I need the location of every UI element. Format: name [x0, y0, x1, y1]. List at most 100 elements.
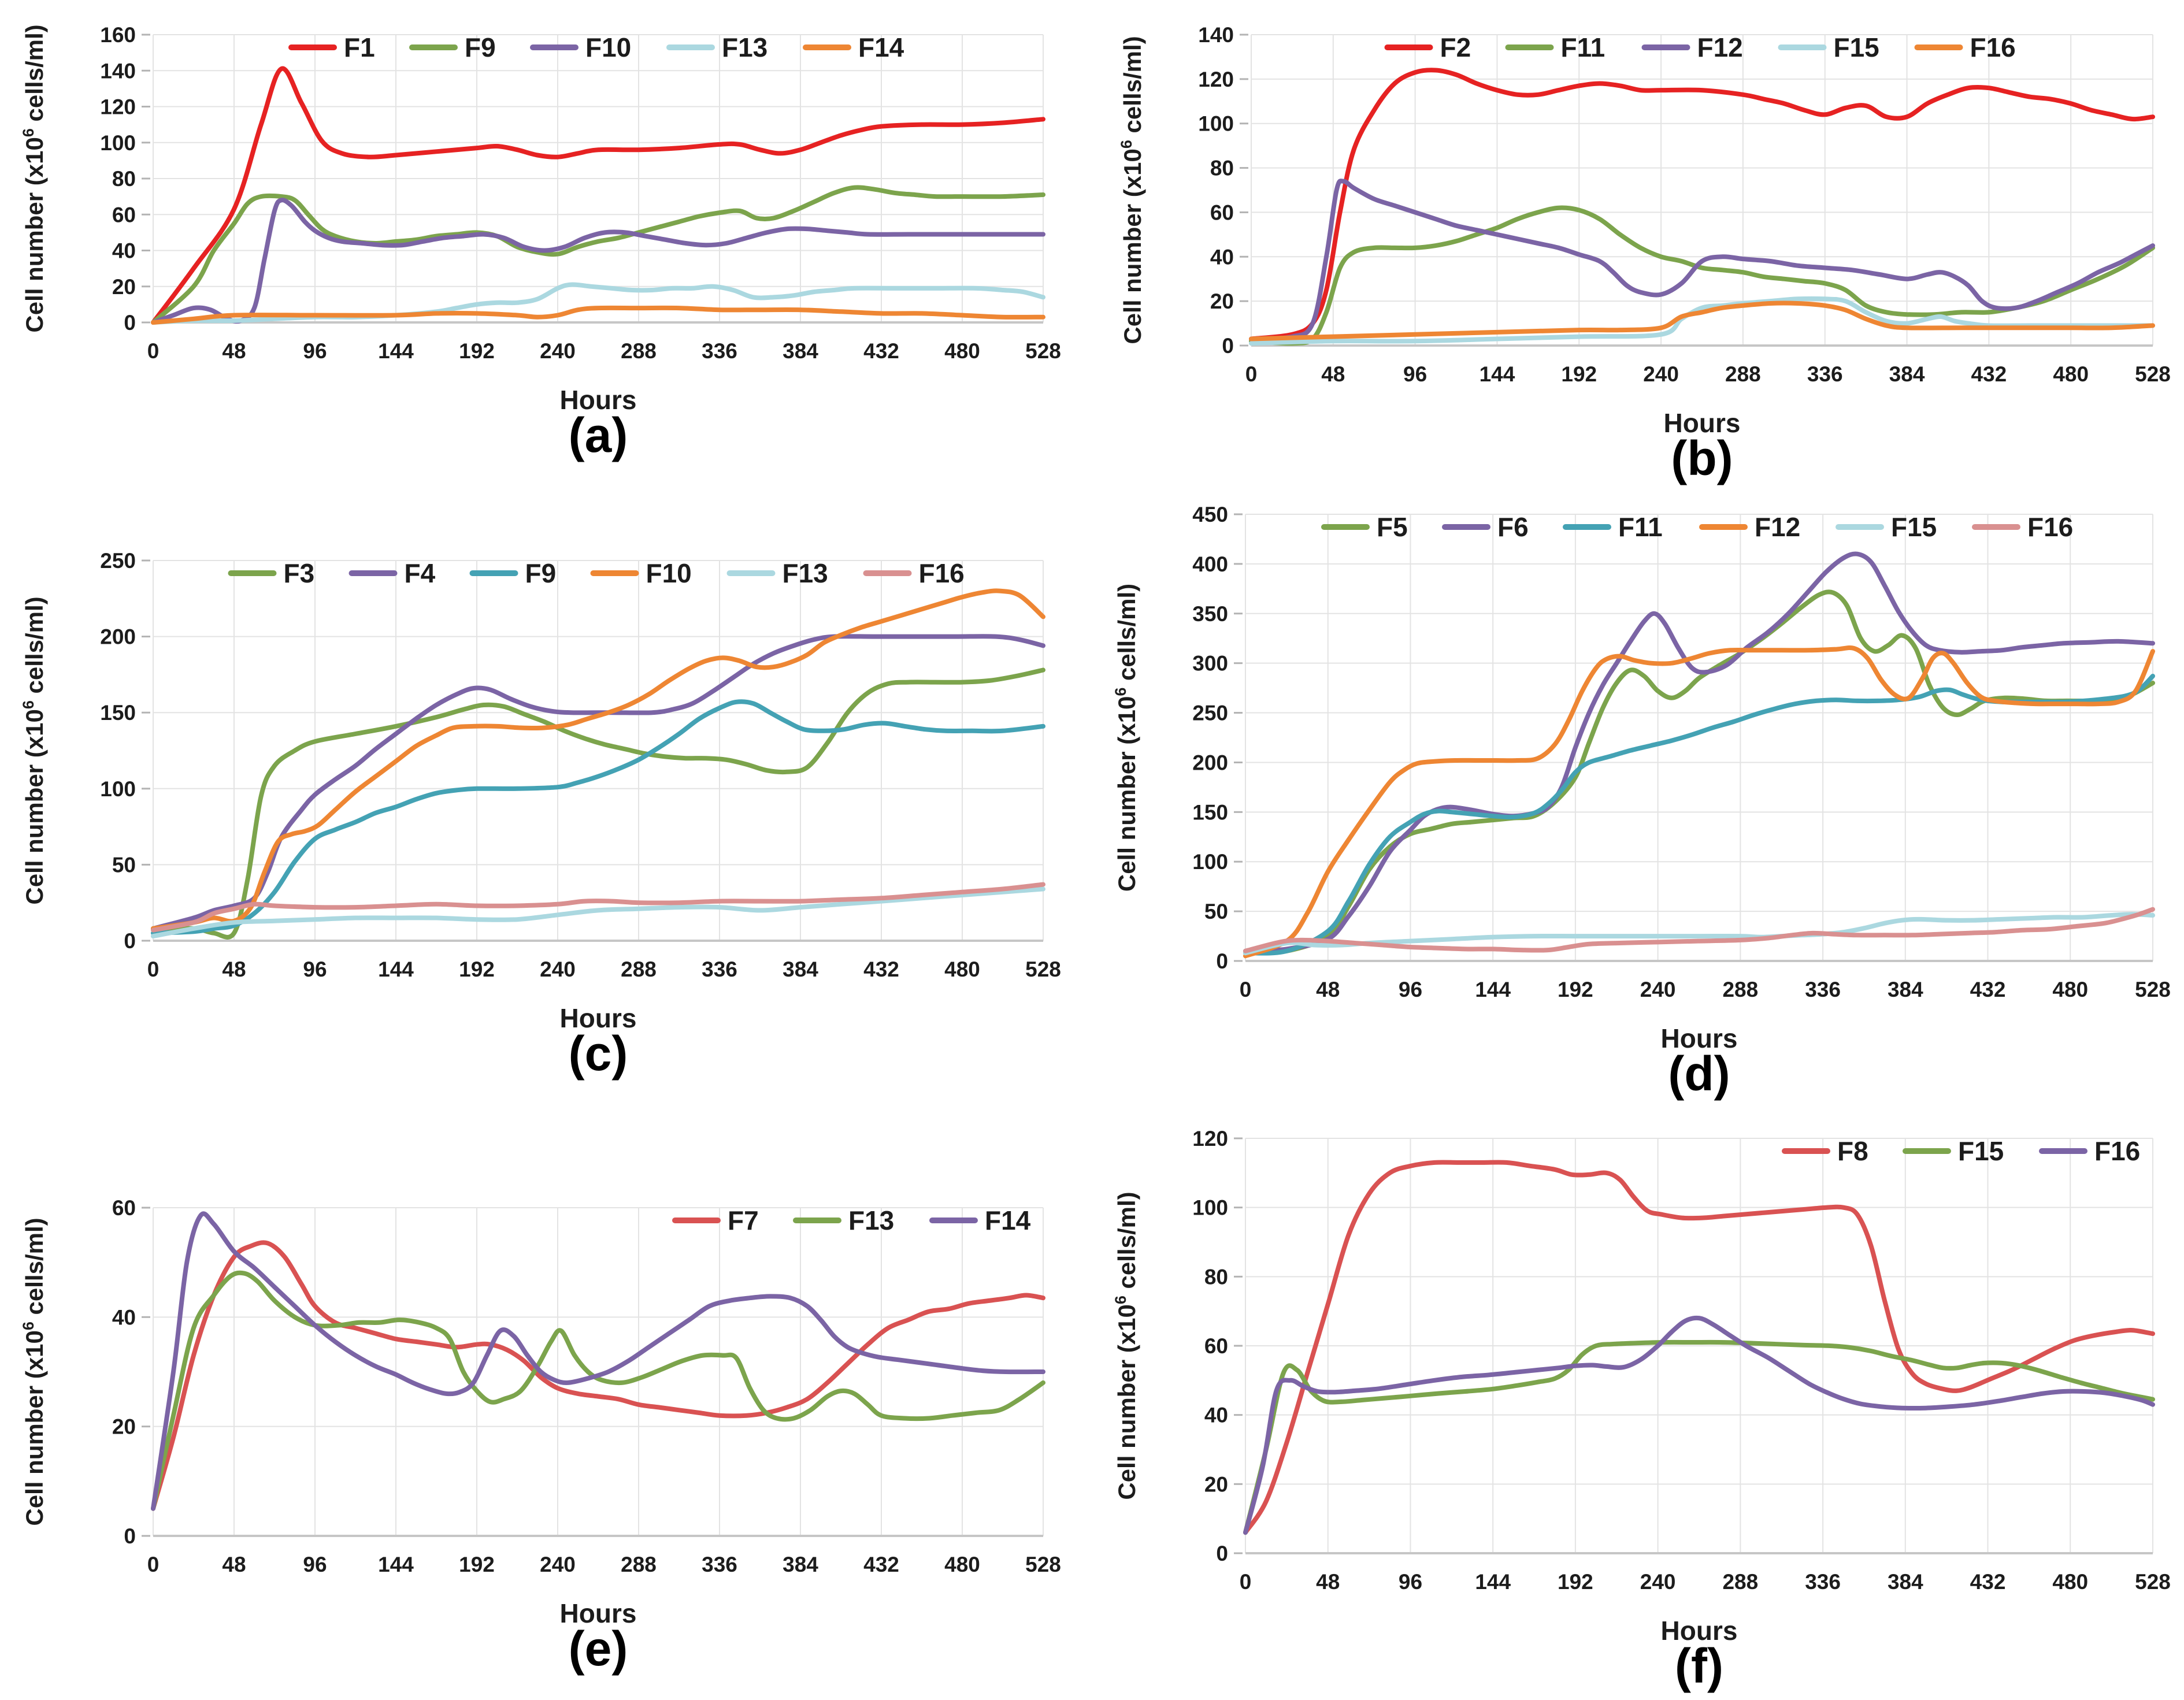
legend-label-F6: F6: [1497, 512, 1529, 542]
x-tick-label: 0: [1240, 1570, 1252, 1594]
y-tick-label: 80: [1204, 1265, 1228, 1289]
series-F16-line: [1249, 300, 2155, 342]
x-tick-label: 288: [1725, 362, 1761, 386]
x-tick-label: 336: [702, 1553, 737, 1576]
y-tick-label: 80: [1210, 157, 1234, 180]
y-tick-label: 80: [112, 167, 136, 191]
x-tick-label: 336: [702, 957, 737, 981]
y-tick-label: 100: [1198, 112, 1234, 136]
legend-label-F3: F3: [284, 558, 315, 588]
x-tick-label: 288: [621, 1553, 657, 1576]
chart-c: 0 50 100 150 200 250 0 48 96 144 192 240 288 336 384 43…: [20, 549, 1061, 1081]
x-tick-label: 240: [1640, 1570, 1676, 1594]
x-axis-label: Hours: [560, 1598, 637, 1628]
y-tick-label: 140: [1198, 23, 1234, 47]
x-tick-label: 336: [702, 339, 737, 363]
legend-label-F15: F15: [1958, 1136, 2004, 1166]
legend-label-F10: F10: [646, 558, 692, 588]
y-tick-label: 120: [100, 95, 136, 119]
x-tick-label: 528: [1025, 339, 1061, 363]
legend-label-F12: F12: [1697, 32, 1743, 62]
series-F8-line: [1243, 1160, 2155, 1535]
chart-e: 0 20 40 60 0 48 96 144 192 240 288 336 384 432 480 528 C…: [20, 1196, 1061, 1676]
x-tick-label: 0: [147, 339, 160, 363]
y-axis-title: Cell number (x106 cells/ml): [1118, 36, 1146, 344]
y-tick-label: 0: [124, 311, 136, 335]
y-axis-title: Cell number (x106 cells/ml): [1112, 1192, 1140, 1499]
y-tick-label: 160: [100, 23, 136, 47]
y-tick-label: 300: [1192, 652, 1228, 675]
y-tick-label: 20: [112, 275, 136, 299]
x-tick-label: 192: [459, 339, 495, 363]
y-tick-label: 50: [112, 853, 136, 877]
y-tick-label: 0: [1216, 949, 1228, 973]
panel-letter: (a): [569, 408, 628, 462]
x-tick-label: 384: [1888, 1570, 1923, 1594]
x-tick-label: 240: [540, 339, 576, 363]
legend-label-F16: F16: [919, 558, 965, 588]
x-tick-label: 528: [1025, 957, 1061, 981]
series-F13-line: [151, 1270, 1045, 1511]
x-tick-label: 432: [1970, 978, 2006, 1001]
x-tick-label: 144: [1475, 978, 1511, 1001]
series-F15-line: [1243, 1339, 2155, 1535]
series-F15-line: [1249, 296, 2155, 346]
y-tick-label: 200: [100, 625, 136, 649]
y-tick-label: 40: [112, 239, 136, 263]
series-F14-line: [151, 305, 1045, 325]
series-F2-line: [1249, 68, 2155, 342]
legend-label-F10: F10: [585, 32, 631, 62]
y-tick-label: 40: [1210, 245, 1234, 269]
y-axis-title: Cell number (x106 cells/ml): [20, 1218, 48, 1525]
x-tick-label: 144: [378, 957, 414, 981]
x-tick-label: 336: [1805, 1570, 1841, 1594]
y-tick-label: 100: [100, 131, 136, 155]
y-tick-label: 60: [112, 203, 136, 227]
series-F7-line: [151, 1240, 1045, 1511]
legend-label-F1: F1: [344, 32, 375, 62]
x-tick-label: 48: [1316, 978, 1340, 1001]
y-tick-label: 100: [1192, 850, 1228, 874]
x-axis-label: Hours: [1661, 1616, 1738, 1646]
x-tick-label: 288: [621, 957, 657, 981]
x-tick-label: 432: [1970, 1570, 2006, 1594]
y-tick-label: 0: [1222, 334, 1234, 358]
x-tick-label: 192: [459, 1553, 495, 1576]
series-F14-line: [151, 1211, 1045, 1511]
x-tick-label: 0: [147, 1553, 160, 1576]
x-tick-label: 288: [621, 339, 657, 363]
y-tick-label: 60: [1204, 1334, 1228, 1358]
legend-label-F13: F13: [783, 558, 828, 588]
x-tick-label: 192: [1558, 1570, 1593, 1594]
legend-label-F13: F13: [848, 1205, 894, 1235]
x-axis-label: Hours: [1661, 1023, 1738, 1053]
y-tick-label: 40: [112, 1305, 136, 1329]
panel-d: 0 50 100 150 200 250 300 350 400 450 0 48 96 144 192 24…: [1098, 485, 2179, 1107]
legend-label-F13: F13: [722, 32, 767, 62]
legend-label-F12: F12: [1755, 512, 1800, 542]
x-tick-label: 240: [1643, 362, 1679, 386]
x-tick-label: 96: [1403, 362, 1427, 386]
x-tick-label: 48: [1316, 1570, 1340, 1594]
x-tick-label: 96: [303, 1553, 327, 1576]
chart-f: 0 20 40 60 80 100 120 0 48 96 144 192 240 288 336 384 43…: [1112, 1127, 2171, 1693]
legend-label-F7: F7: [728, 1205, 759, 1235]
series-F10-line: [151, 588, 1045, 931]
x-tick-label: 480: [944, 957, 980, 981]
y-tick-label: 0: [124, 1524, 136, 1548]
legend-label-F2: F2: [1440, 32, 1471, 62]
series-F11-line: [1249, 205, 2155, 346]
chart-a: 0 20 40 60 80 100 120 140 160 0 48 96 144 192 240 288 33…: [20, 23, 1061, 462]
series-F13-line: [151, 886, 1045, 939]
legend-label-F16: F16: [2094, 1136, 2140, 1166]
y-tick-label: 60: [1210, 201, 1234, 224]
panel-letter: (b): [1671, 431, 1733, 485]
x-tick-label: 288: [1722, 978, 1758, 1001]
x-tick-label: 96: [303, 957, 327, 981]
x-tick-label: 144: [1480, 362, 1515, 386]
x-tick-label: 48: [222, 957, 246, 981]
x-tick-label: 144: [378, 1553, 414, 1576]
y-tick-label: 100: [1192, 1196, 1228, 1220]
panel-letter: (e): [569, 1621, 628, 1676]
x-tick-label: 384: [1888, 978, 1923, 1001]
